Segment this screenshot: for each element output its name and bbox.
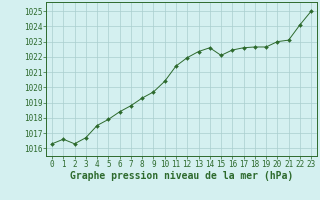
X-axis label: Graphe pression niveau de la mer (hPa): Graphe pression niveau de la mer (hPa)	[70, 171, 293, 181]
